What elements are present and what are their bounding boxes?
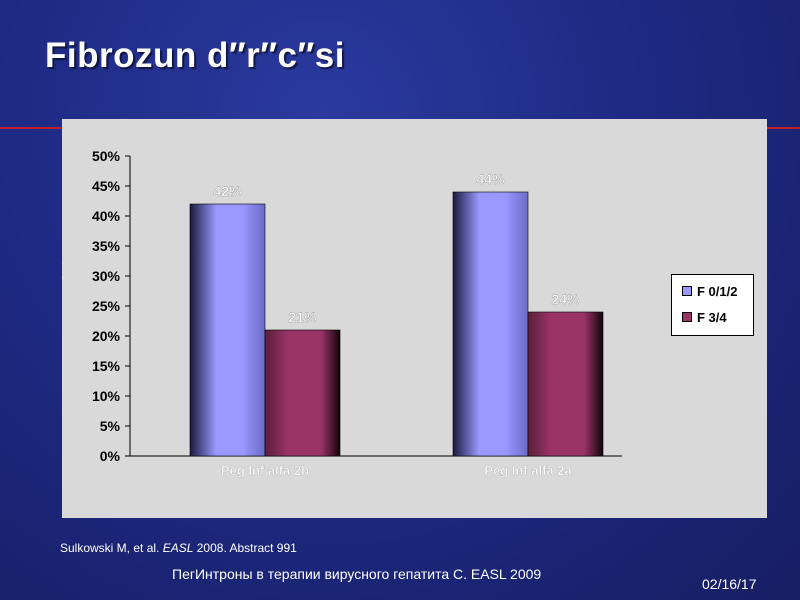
legend-item-series-2: F 3/4 xyxy=(682,309,727,325)
chart-legend: F 0/1/2 F 3/4 xyxy=(671,274,754,336)
x-category-label: Peg Inf alfa 2b xyxy=(221,463,309,478)
bar-2-2 xyxy=(527,311,604,457)
data-label: 42% xyxy=(213,183,242,199)
chart-panel: 0% 5% 10% 15% 20% 25% 30% 35% 40% 45% 50% УВО (%) 42… xyxy=(62,119,767,518)
bar-chart: 0% 5% 10% 15% 20% 25% 30% 35% 40% 45% 50% УВО (%) 42… xyxy=(62,148,622,478)
y-tick-label: 10% xyxy=(92,388,121,404)
legend-swatch-series-2 xyxy=(682,312,692,322)
y-axis-label: УВО (%) xyxy=(62,260,63,311)
slide-title: Fibrozun d″r″c″si xyxy=(45,36,345,75)
citation-author: Sulkowski M, et al. xyxy=(60,541,160,555)
slide-date: 02/16/17 xyxy=(702,576,757,592)
y-tick-label: 25% xyxy=(92,298,121,314)
y-tick-label: 40% xyxy=(92,208,121,224)
y-tick-label: 5% xyxy=(100,418,121,434)
y-tick-label: 30% xyxy=(92,268,121,284)
y-tick-label: 50% xyxy=(92,148,121,164)
citation: Sulkowski M, et al. EASL 2008. Abstract … xyxy=(60,541,297,555)
bar-2-1 xyxy=(264,329,341,457)
slide-footer: ПегИнтроны в терапии вирусного гепатита … xyxy=(172,566,542,582)
legend-label-series-2: F 3/4 xyxy=(697,309,727,325)
citation-journal: EASL xyxy=(162,541,194,555)
legend-label-series-1: F 0/1/2 xyxy=(697,283,738,299)
legend-item-series-1: F 0/1/2 xyxy=(682,283,737,299)
data-label: 21% xyxy=(288,309,317,325)
x-category-label: Peg Inf alfa 2a xyxy=(484,463,572,478)
bar-1-2 xyxy=(452,191,529,457)
data-label: 24% xyxy=(551,291,580,307)
legend-swatch-series-1 xyxy=(682,286,692,296)
y-tick-label: 15% xyxy=(92,358,121,374)
y-tick-label: 45% xyxy=(92,178,121,194)
data-label: 44% xyxy=(476,171,505,187)
y-tick-label: 0% xyxy=(100,448,121,464)
citation-detail: 2008. Abstract 991 xyxy=(196,541,297,555)
y-tick-label: 35% xyxy=(92,238,121,254)
bar-1-1 xyxy=(189,203,266,457)
y-tick-label: 20% xyxy=(92,328,121,344)
